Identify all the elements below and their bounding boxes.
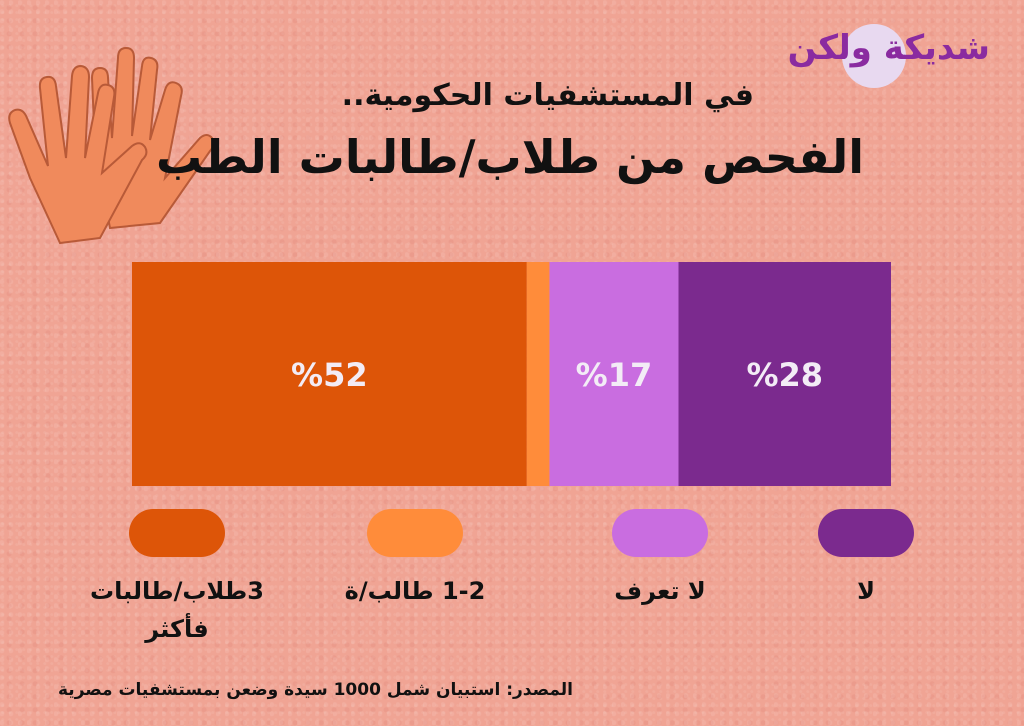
source-note: المصدر: استبيان شمل 1000 سيدة وضعن بمستش… [58,680,573,700]
legend-swatch-2 [367,509,463,557]
title-line-2: الفحص من طلاب/طالبات الطب [156,130,864,184]
data-label-0: %28 [746,356,823,394]
legend-label-1: لا تعرف [614,577,706,605]
legend-swatch-1 [612,509,708,557]
legend-label-3: 3طلاب/طالبات فأكثر [90,577,264,643]
legend-swatch-0 [818,509,914,557]
brand-logo: شديكة ولكن [788,16,996,96]
logo-text: شديكة ولكن [787,28,990,68]
legend-label-0: لا [857,577,875,605]
bar-segment-1 [549,262,679,486]
legend-label-2: 1-2 طالب/ة [344,577,486,605]
bar-segment-2 [526,262,550,486]
data-label-1: %17 [576,356,653,394]
legend-swatch-3 [129,509,225,557]
logo-bubble-icon [842,24,906,88]
data-label-3: %52 [291,356,368,394]
gloves-illustration [8,46,215,245]
title-line-1: في المستشفيات الحكومية.. [341,78,754,113]
bar-segment-3 [132,262,527,486]
bar-segment-0 [678,262,891,486]
